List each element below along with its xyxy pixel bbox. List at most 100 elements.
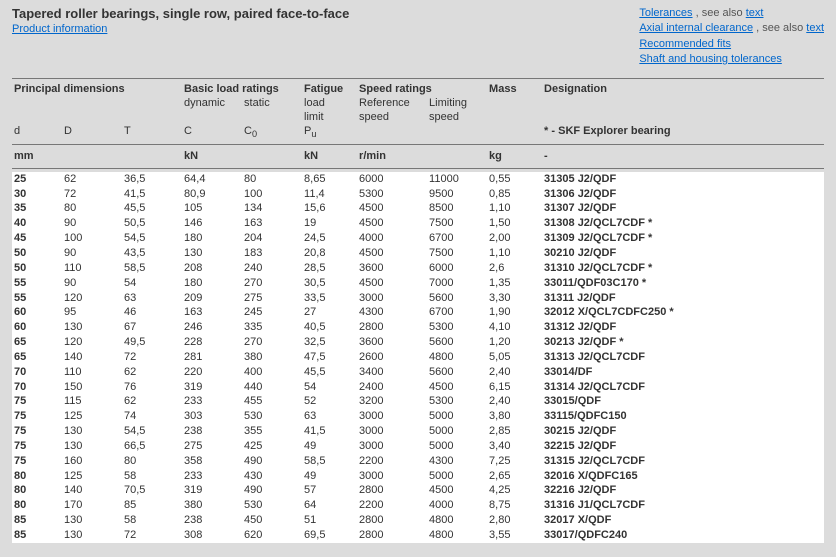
cell-C0: 450 <box>242 513 302 528</box>
cell-T: 45,5 <box>122 201 182 216</box>
cell-designation: 33014/DF <box>542 365 824 380</box>
hdr-principal: Principal dimensions <box>12 82 182 96</box>
cell-ref: 2800 <box>357 483 427 498</box>
cell-C: 281 <box>182 350 242 365</box>
table-row: 751608035849058,5220043007,2531315 J2/QC… <box>12 454 824 469</box>
cell-lim: 7500 <box>427 246 487 261</box>
table-row: 751257430353063300050003,8033115/QDFC150 <box>12 409 824 424</box>
cell-m: 0,55 <box>487 172 542 187</box>
cell-Pu: 40,5 <box>302 320 357 335</box>
cell-C0: 440 <box>242 380 302 395</box>
table-row: 601306724633540,5280053004,1031312 J2/QD… <box>12 320 824 335</box>
cell-designation: 33017/QDFC240 <box>542 528 824 543</box>
unit-kN: kN <box>182 148 302 164</box>
cell-designation: 31313 J2/QCL7CDF <box>542 350 824 365</box>
cell-d: 55 <box>12 291 62 306</box>
cell-Pu: 49 <box>302 439 357 454</box>
cell-lim: 4800 <box>427 528 487 543</box>
cell-ref: 4500 <box>357 216 427 231</box>
cell-designation: 31307 J2/QDF <box>542 201 824 216</box>
cell-designation: 30213 J2/QDF * <box>542 335 824 350</box>
cell-T: 63 <box>122 291 182 306</box>
cell-D: 150 <box>62 380 122 395</box>
cell-T: 49,5 <box>122 335 182 350</box>
cell-designation: 33115/QDFC150 <box>542 409 824 424</box>
cell-C0: 100 <box>242 187 302 202</box>
table-row: 851305823845051280048002,8032017 X/QDF <box>12 513 824 528</box>
axial-text-link[interactable]: text <box>806 22 824 34</box>
cell-m: 2,40 <box>487 394 542 409</box>
cell-d: 50 <box>12 246 62 261</box>
cell-designation: 32017 X/QDF <box>542 513 824 528</box>
unit-mm: mm <box>12 148 182 164</box>
cell-designation: 33015/QDF <box>542 394 824 409</box>
cell-C0: 425 <box>242 439 302 454</box>
cell-T: 67 <box>122 320 182 335</box>
tolerances-link[interactable]: Tolerances <box>639 7 692 19</box>
table-row: 551206320927533,5300056003,3031311 J2/QD… <box>12 291 824 306</box>
recommended-fits-link[interactable]: Recommended fits <box>639 38 731 50</box>
cell-designation: 31316 J1/QCL7CDF <box>542 498 824 513</box>
cell-D: 130 <box>62 528 122 543</box>
cell-C: 220 <box>182 365 242 380</box>
explorer-note: * - SKF Explorer bearing <box>542 124 824 140</box>
cell-C: 146 <box>182 216 242 231</box>
cell-C: 180 <box>182 231 242 246</box>
hdr-speed: Speed ratings <box>357 82 487 96</box>
cell-C: 105 <box>182 201 242 216</box>
cell-m: 2,65 <box>487 469 542 484</box>
cell-Pu: 63 <box>302 409 357 424</box>
cell-m: 4,25 <box>487 483 542 498</box>
cell-d: 75 <box>12 454 62 469</box>
cell-lim: 4000 <box>427 498 487 513</box>
cell-D: 90 <box>62 276 122 291</box>
cell-T: 58,5 <box>122 261 182 276</box>
cell-m: 2,00 <box>487 231 542 246</box>
cell-T: 46 <box>122 305 182 320</box>
cell-ref: 3400 <box>357 365 427 380</box>
cell-Pu: 20,8 <box>302 246 357 261</box>
page-title: Tapered roller bearings, single row, pai… <box>12 6 349 21</box>
cell-C0: 270 <box>242 335 302 350</box>
cell-d: 85 <box>12 513 62 528</box>
hdr-ref2: speed <box>357 110 427 124</box>
cell-C0: 490 <box>242 483 302 498</box>
cell-lim: 6700 <box>427 231 487 246</box>
cell-m: 2,80 <box>487 513 542 528</box>
cell-T: 80 <box>122 454 182 469</box>
table-row: 409050,514616319450075001,5031308 J2/QCL… <box>12 216 824 231</box>
cell-designation: 32012 X/QCL7CDFC250 * <box>542 305 824 320</box>
cell-D: 72 <box>62 187 122 202</box>
table-row: 358045,510513415,6450085001,1031307 J2/Q… <box>12 201 824 216</box>
cell-D: 95 <box>62 305 122 320</box>
cell-ref: 2800 <box>357 528 427 543</box>
cell-designation: 31308 J2/QCL7CDF * <box>542 216 824 231</box>
table-row: 60954616324527430067001,9032012 X/QCL7CD… <box>12 305 824 320</box>
cell-m: 4,10 <box>487 320 542 335</box>
cell-m: 1,20 <box>487 335 542 350</box>
cell-ref: 2400 <box>357 380 427 395</box>
cell-C: 380 <box>182 498 242 513</box>
axial-clearance-link[interactable]: Axial internal clearance <box>639 22 753 34</box>
cell-T: 62 <box>122 394 182 409</box>
cell-lim: 4500 <box>427 380 487 395</box>
tolerances-text-link[interactable]: text <box>746 7 764 19</box>
shaft-housing-link[interactable]: Shaft and housing tolerances <box>639 53 782 65</box>
cell-C0: 204 <box>242 231 302 246</box>
sym-Pu: Pu <box>302 124 357 140</box>
cell-D: 80 <box>62 201 122 216</box>
cell-D: 62 <box>62 172 122 187</box>
cell-C0: 620 <box>242 528 302 543</box>
cell-designation: 30210 J2/QDF <box>542 246 824 261</box>
cell-Pu: 57 <box>302 483 357 498</box>
cell-Pu: 27 <box>302 305 357 320</box>
table-row: 851307230862069,5280048003,5533017/QDFC2… <box>12 528 824 543</box>
table-row: 701507631944054240045006,1531314 J2/QCL7… <box>12 380 824 395</box>
hdr-fatigue2: load <box>302 96 357 110</box>
table-row: 256236,564,4808,656000110000,5531305 J2/… <box>12 172 824 187</box>
cell-lim: 4500 <box>427 483 487 498</box>
cell-Pu: 69,5 <box>302 528 357 543</box>
cell-Pu: 47,5 <box>302 350 357 365</box>
product-info-link[interactable]: Product information <box>12 23 107 35</box>
cell-Pu: 54 <box>302 380 357 395</box>
